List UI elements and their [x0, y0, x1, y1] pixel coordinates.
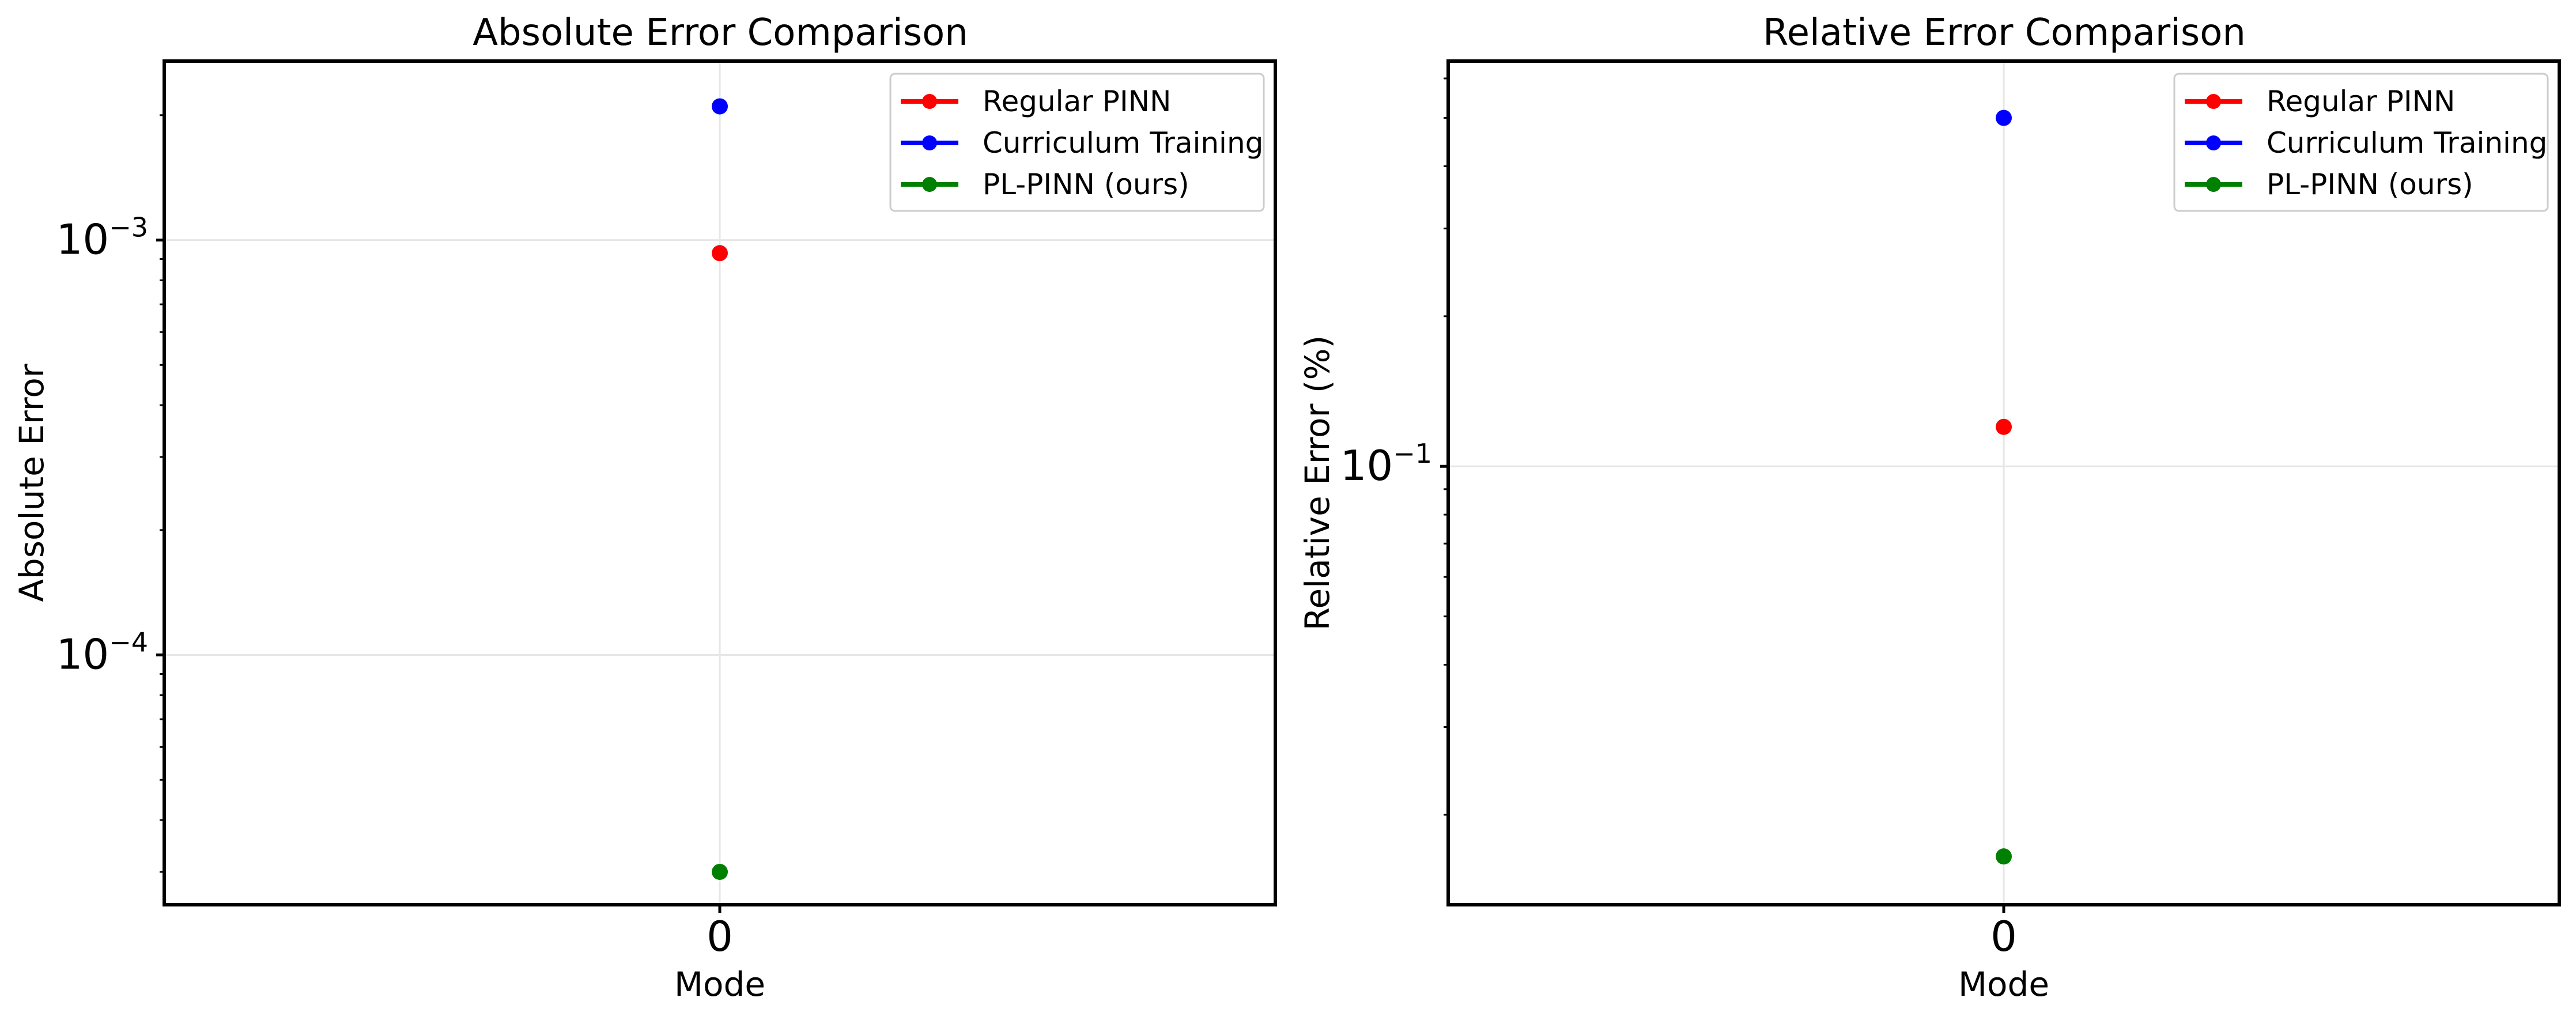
y-axis-label: Relative Error (%) — [1298, 335, 1337, 631]
legend-label: PL-PINN (ours) — [983, 168, 1189, 201]
legend-label: Curriculum Training — [2267, 126, 2547, 160]
legend-label: Regular PINN — [2267, 85, 2455, 118]
legend-box — [2173, 73, 2549, 212]
x-tick-label: 0 — [707, 912, 733, 961]
x-axis-ticks: 0 — [1990, 905, 2017, 961]
legend-marker — [2206, 94, 2221, 109]
legend-label: Curriculum Training — [983, 126, 1263, 160]
legend-box — [889, 73, 1265, 212]
data-point — [712, 863, 728, 880]
x-axis-label: Mode — [674, 965, 765, 1004]
legend-marker — [922, 135, 937, 150]
legend-label: Regular PINN — [983, 85, 1171, 118]
data-points — [712, 98, 728, 880]
x-axis-ticks: 0 — [707, 905, 733, 961]
legend-marker — [2206, 135, 2221, 150]
chart-title: Absolute Error Comparison — [473, 12, 968, 54]
plot-frame — [1446, 59, 2561, 906]
y-tick-label: 10−1 — [1340, 438, 1432, 490]
chart-absolute-error: Absolute Error Comparison 10−4 10−3 0 Mod… — [12, 12, 1277, 1004]
grid — [1448, 61, 2559, 905]
legend: Regular PINN Curriculum Training PL-PINN (… — [2173, 73, 2549, 212]
chart-relative-error: Relative Error Comparison 10−1 0 Mode Re… — [1298, 12, 2561, 1004]
data-point — [1996, 109, 2012, 126]
legend-marker — [2206, 177, 2221, 192]
data-point — [1996, 848, 2012, 865]
x-tick-label: 0 — [1990, 912, 2017, 961]
y-tick-label: 10−3 — [56, 212, 148, 264]
grid — [164, 61, 1275, 905]
legend-label: PL-PINN (ours) — [2267, 168, 2473, 201]
chart-title: Relative Error Comparison — [1763, 12, 2246, 54]
y-axis-ticks: 10−4 10−3 — [56, 114, 164, 873]
data-point — [712, 98, 728, 115]
y-axis-label: Absolute Error — [12, 364, 51, 602]
x-axis-label: Mode — [1958, 965, 2049, 1004]
legend-marker — [922, 94, 937, 109]
y-axis-ticks: 10−1 — [1340, 77, 1448, 816]
y-tick-label: 10−4 — [56, 627, 148, 679]
data-points — [1996, 109, 2012, 865]
legend: Regular PINN Curriculum Training PL-PINN (… — [889, 73, 1265, 212]
plot-frame — [163, 59, 1277, 906]
data-point — [712, 245, 728, 262]
legend-marker — [922, 177, 937, 192]
data-point — [1996, 418, 2012, 435]
